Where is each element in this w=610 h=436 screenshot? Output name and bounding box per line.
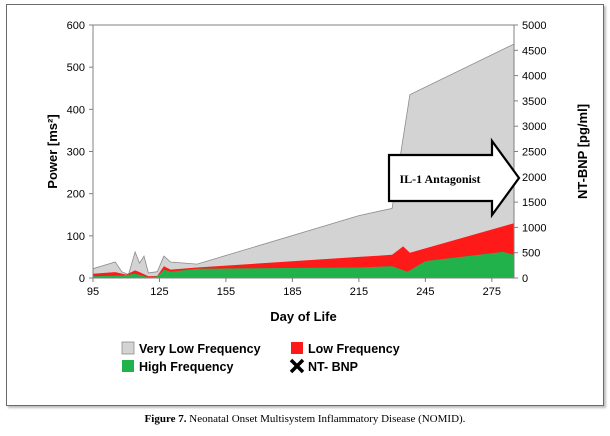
y-right-tick-label: 3500: [522, 96, 546, 108]
series-area-high-frequency: [93, 251, 514, 278]
y-right-tick-label: 2500: [522, 147, 546, 159]
y-right-tick-label: 5000: [522, 20, 546, 32]
y-right-tick-label: 4000: [522, 71, 546, 83]
legend-label-high-frequency: High Frequency: [139, 360, 234, 374]
il1-antagonist-label: IL-1 Antagonist: [399, 172, 480, 186]
y-left-tick-label: 0: [79, 273, 85, 285]
figure-caption: Figure 7. Neonatal Onset Multisystem Inf…: [0, 413, 610, 425]
legend-label-nt-bnp: NT- BNP: [308, 360, 358, 374]
y-right-axis-title: NT-BNP [pg/ml]: [575, 104, 590, 199]
caption-label: Figure 7.: [144, 413, 187, 425]
legend-marker-nt-bnp: [289, 358, 305, 374]
y-right-tick-label: 3000: [522, 121, 546, 133]
y-right-tick-label: 1000: [522, 222, 546, 234]
series-area-low-frequency: [93, 223, 514, 278]
y-left-tick-label: 500: [67, 62, 85, 74]
axes: 0 100 200 300 400 500 600 0 500 1000 1500 2000 2500 3…: [45, 20, 590, 324]
caption-text: Neonatal Onset Multisystem Inflammatory …: [186, 413, 466, 425]
legend-swatch-high-frequency: [122, 360, 134, 372]
y-left-tick-label: 600: [67, 20, 85, 32]
y-right-tick-label: 1500: [522, 197, 546, 209]
x-tick-label: 215: [350, 286, 368, 298]
y-right-tick-label: 0: [522, 273, 528, 285]
y-left-tick-label: 100: [67, 231, 85, 243]
chart: 0 100 200 300 400 500 600 0 500 1000 1500 2000 2500 3…: [45, 20, 590, 374]
x-tick-label: 275: [483, 286, 501, 298]
y-right-tick-label: 500: [522, 248, 540, 260]
x-tick-label: 185: [283, 286, 301, 298]
y-left-axis-title: Power [ms²]: [45, 114, 60, 188]
figure-frame: 0 100 200 300 400 500 600 0 500 1000 1500 2000 2500 3…: [6, 4, 604, 406]
legend-swatch-very-low-frequency: [121, 341, 135, 355]
y-right-tick-label: 4500: [522, 45, 546, 57]
legend: Very Low Frequency Low Frequency High Freq…: [121, 341, 400, 374]
x-tick-label: 245: [416, 286, 434, 298]
annotation: IL-1 Antagonist: [387, 137, 521, 219]
y-left-tick-label: 200: [67, 189, 85, 201]
legend-swatch-low-frequency: [291, 342, 303, 354]
x-tick-label: 95: [87, 286, 99, 298]
legend-label-low-frequency: Low Frequency: [308, 342, 400, 356]
series-area-very-low-frequency: [92, 43, 515, 279]
x-tick-label: 125: [150, 286, 168, 298]
y-left-tick-label: 400: [67, 104, 85, 116]
legend-label-very-low-frequency: Very Low Frequency: [139, 342, 261, 356]
y-left-tick-label: 300: [67, 147, 85, 159]
plot-area: [92, 25, 515, 279]
x-axis-title: Day of Life: [270, 309, 336, 324]
y-right-tick-label: 2000: [522, 172, 546, 184]
x-tick-label: 155: [217, 286, 235, 298]
il1-antagonist-arrow: [387, 137, 521, 219]
